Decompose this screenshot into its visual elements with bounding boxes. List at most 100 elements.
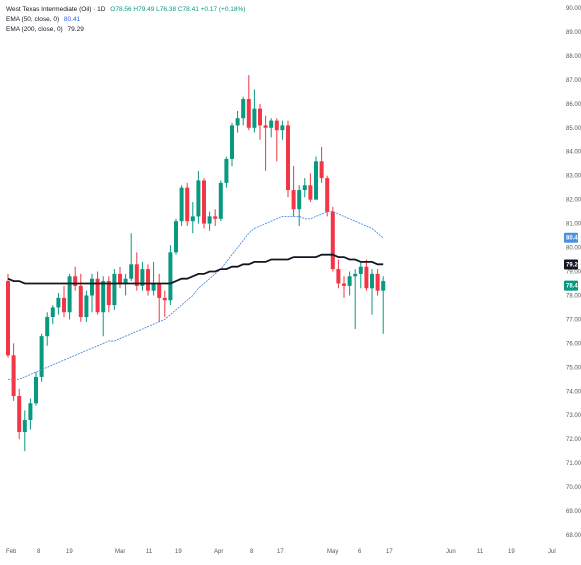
time-tick-label: 19 [66,549,73,555]
candle-body [179,187,184,222]
price-axis[interactable]: 90.00 89.00 88.00 87.00 86.00 85.00 84.00 83.00… [564,6,581,539]
time-tick-label: May [327,549,338,555]
candle-body [224,158,229,183]
price-tag [564,259,578,270]
candle-body [347,276,352,286]
candle-body [174,221,178,253]
legend-ema50-value: 80.41 [63,16,81,23]
candle-body [190,216,195,222]
candle-body [118,273,122,284]
candle-body [196,180,201,217]
price-tag [564,232,578,243]
candles-layer [6,75,386,452]
candle-body [274,120,279,131]
candle-body [11,355,16,397]
candle-body [297,190,302,210]
price-tag-label: 78.41 [566,284,581,290]
candle-body [269,120,274,128]
candle-body [90,278,94,296]
ema50-line [8,211,384,380]
candle-body [286,125,290,191]
ema-layer [7,211,384,380]
candle-body [358,266,363,274]
candle-body [308,185,313,200]
candle-body [381,281,386,291]
candle-body [218,182,223,219]
price-tick-label: 68.00 [566,533,581,539]
candle-body [319,161,324,179]
time-tick-label: 11 [146,549,153,555]
candle-body [280,125,285,131]
candle-body [50,307,55,318]
candle-body [252,108,257,128]
candle-body [45,317,50,337]
chart-legend: West Texas Intermediate (Oil) · 1D O78.5… [6,5,245,35]
time-tick-label: 8 [250,549,254,555]
legend-symbol[interactable]: West Texas Intermediate (Oil) · 1D [6,6,106,13]
price-tick-label: 88.00 [566,54,581,60]
time-tick-label: Mar [115,549,125,555]
candle-body [241,99,246,119]
candle-body [246,99,251,128]
price-tick-label: 69.00 [566,509,581,515]
price-tag-label: 79.29 [566,263,581,269]
time-tick-label: 19 [175,549,182,555]
ema200-line [7,253,384,285]
price-tick-label: 80.00 [566,246,581,252]
time-tick-label: Apr [214,549,223,555]
legend-ema50-row[interactable]: EMA (50, close, 0) 80.41 [6,15,245,25]
candle-body [207,216,212,224]
candle-body [258,108,262,126]
price-tick-label: 75.00 [566,365,581,371]
candle-body [67,276,72,313]
candle-body [101,281,106,313]
candle-body [129,264,134,279]
price-tick-label: 84.00 [566,150,581,156]
candle-body [151,283,156,291]
time-tick-label: 6 [358,549,362,555]
price-tick-label: 86.00 [566,102,581,108]
price-tick-label: 70.00 [566,485,581,491]
candle-body [62,297,66,313]
candle-body [140,269,145,286]
price-tick-label: 77.00 [566,317,581,323]
candle-body [230,125,234,159]
candle-body [28,403,33,421]
candle-body [146,269,150,291]
legend-ema200-value: 79.29 [67,26,84,33]
candle-body [263,125,268,128]
candle-body [302,185,307,191]
candle-body [78,285,83,318]
candle-body [370,273,374,289]
candle-body [235,118,240,126]
price-tick-label: 78.00 [566,293,581,299]
time-tick-label: Jul [548,549,556,555]
time-tick-label: 8 [37,549,41,555]
time-axis[interactable]: Feb 8 19 Mar 11 19 Apr 8 17 May 6 17 Jun 11 19 Jul [6,549,556,555]
legend-ema200-row[interactable]: EMA (200, close, 0) 79.29 [6,25,245,35]
candle-body [84,295,89,318]
candle-body [168,252,173,301]
candle-body [353,273,358,277]
candle-body [375,273,380,291]
time-tick-label: Jun [446,549,456,555]
legend-ema200-label: EMA (200, close, 0) [6,26,63,33]
candle-body [202,180,206,224]
price-tick-label: 83.00 [566,174,581,180]
candle-body [6,281,10,356]
candle-body [291,190,296,210]
candle-body [336,269,341,284]
price-tick-label: 79.00 [566,270,581,276]
legend-ema50-label: EMA (50, close, 0) [6,16,60,23]
time-tick-label: 11 [477,549,484,555]
candle-body [73,276,78,286]
candle-body [56,297,61,308]
price-tag [564,280,578,291]
price-tick-label: 72.00 [566,437,581,443]
candle-body [17,396,22,432]
time-tick-label: Feb [6,549,17,555]
candle-body [34,376,38,404]
price-tick-label: 90.00 [566,6,581,12]
price-tick-label: 81.00 [566,222,581,228]
